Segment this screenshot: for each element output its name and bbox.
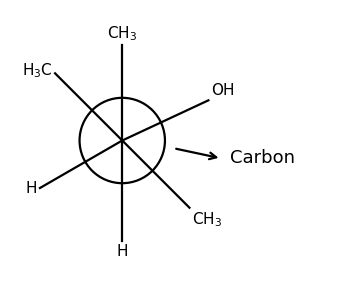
Text: CH$_3$: CH$_3$ bbox=[192, 210, 222, 229]
Text: H$_3$C: H$_3$C bbox=[22, 61, 52, 80]
Text: OH: OH bbox=[211, 83, 235, 98]
Text: CH$_3$: CH$_3$ bbox=[107, 24, 137, 43]
Text: Carbon: Carbon bbox=[229, 149, 295, 167]
Text: H: H bbox=[117, 244, 128, 259]
Text: H: H bbox=[26, 180, 37, 196]
